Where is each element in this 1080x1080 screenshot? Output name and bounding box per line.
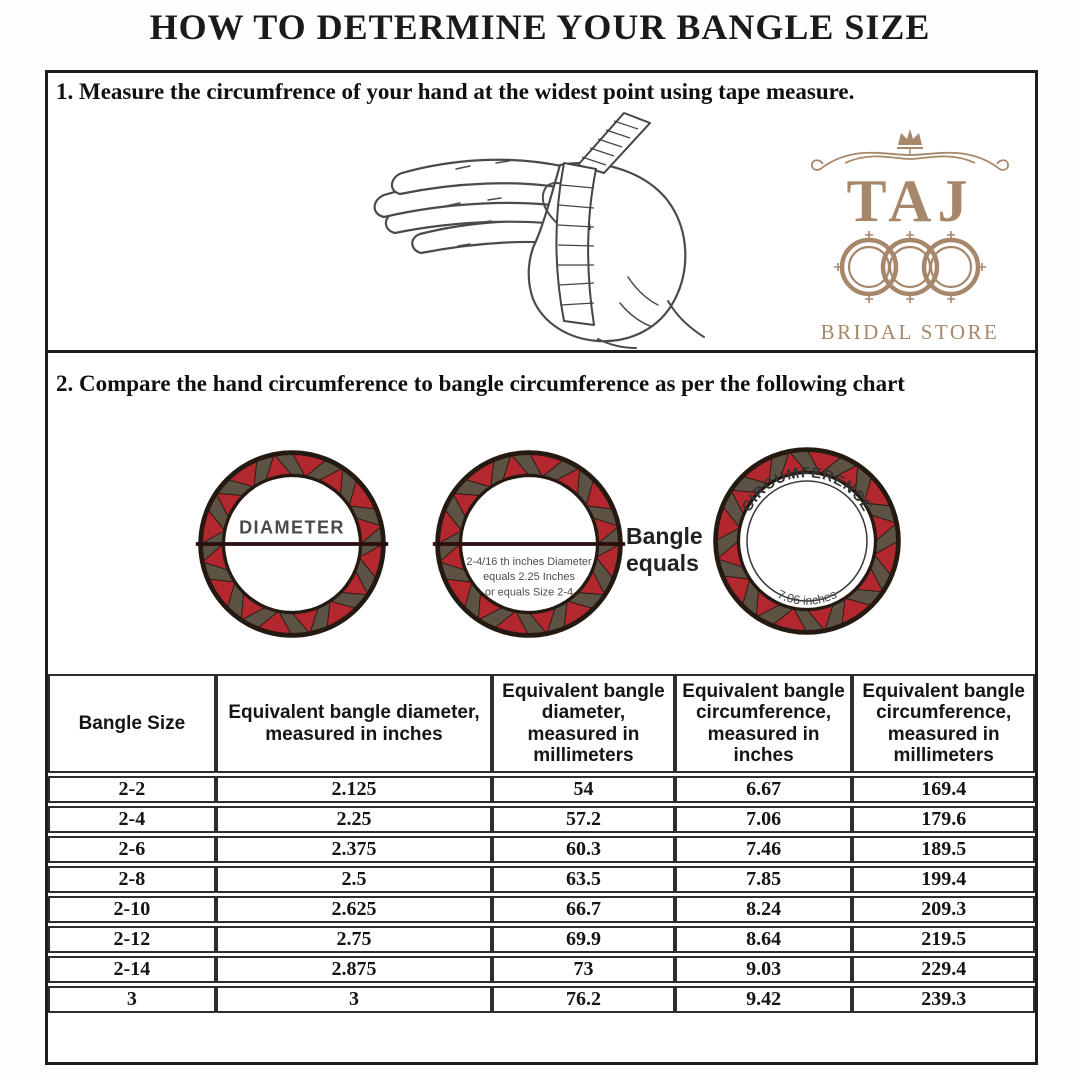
size-chart-header: Bangle Size Equivalent bangle diameter, … bbox=[48, 674, 1035, 774]
table-cell: 2.5 bbox=[215, 866, 493, 894]
table-cell: 189.5 bbox=[852, 836, 1035, 864]
tape-strip bbox=[577, 112, 651, 174]
table-cell: 60.3 bbox=[492, 836, 675, 864]
bangle-ring-pattern bbox=[435, 450, 623, 638]
column-header-bangle-size: Bangle Size bbox=[48, 674, 216, 774]
hand-shading bbox=[619, 276, 659, 327]
size-note-line2: equals 2.25 Inches bbox=[483, 571, 575, 583]
table-cell: 199.4 bbox=[852, 866, 1035, 894]
table-cell: 63.5 bbox=[492, 866, 675, 894]
table-cell: 169.4 bbox=[852, 776, 1035, 804]
logo-wordmark: TAJ bbox=[847, 168, 974, 234]
step1-section: 1. Measure the circumfrence of your hand… bbox=[45, 70, 1038, 353]
logo-subtitle: BRIDAL STORE bbox=[821, 320, 1000, 344]
column-header-circumference-mm: Equivalent bangle circumference, measure… bbox=[852, 674, 1035, 774]
table-cell: 57.2 bbox=[492, 806, 675, 834]
table-cell: 239.3 bbox=[852, 986, 1035, 1014]
tape-strip-ticks bbox=[581, 120, 639, 166]
index-finger bbox=[390, 158, 570, 196]
size-table-body: 2-2 2.125 54 6.67 169.4 2-4 2.25 57.2 7.06 179.6 2… bbox=[48, 776, 1035, 1014]
table-cell: 2-6 bbox=[48, 836, 216, 864]
three-rings-icon bbox=[834, 231, 986, 303]
table-cell: 8.64 bbox=[674, 926, 853, 954]
table-cell: 54 bbox=[492, 776, 675, 804]
table-cell: 229.4 bbox=[852, 956, 1035, 984]
table-cell: 8.24 bbox=[674, 896, 853, 924]
brand-logo: TAJ BRIDAL STORE bbox=[811, 129, 1009, 344]
table-cell: 69.9 bbox=[492, 926, 675, 954]
table-row: 2-6 2.375 60.3 7.46 189.5 bbox=[48, 836, 1035, 864]
table-row: 2-4 2.25 57.2 7.06 179.6 bbox=[48, 806, 1035, 834]
finger-creases bbox=[439, 160, 510, 247]
table-cell: 2-14 bbox=[48, 956, 216, 984]
table-cell: 3 bbox=[48, 986, 216, 1014]
table-row: 2-10 2.625 66.7 8.24 209.3 bbox=[48, 896, 1035, 924]
size-note-line1: 2-4/16 th inches Diameter bbox=[466, 556, 592, 568]
table-cell: 2-10 bbox=[48, 896, 216, 924]
table-cell: 179.6 bbox=[852, 806, 1035, 834]
table-cell: 2.75 bbox=[215, 926, 493, 954]
table-row: 2-12 2.75 69.9 8.64 219.5 bbox=[48, 926, 1035, 954]
table-cell: 7.85 bbox=[674, 866, 853, 894]
bangle-ring-pattern bbox=[198, 450, 386, 638]
wrist-line bbox=[597, 300, 705, 349]
circumference-value: 7.06 inches bbox=[775, 587, 839, 608]
column-header-diameter-inches: Equivalent bangle diameter, measured in … bbox=[215, 674, 493, 774]
bangle-ring-pattern bbox=[713, 447, 901, 635]
step2-section: 2. Compare the hand circumference to ban… bbox=[45, 350, 1038, 1065]
logo-flourish bbox=[811, 149, 1009, 171]
table-cell: 3 bbox=[215, 986, 493, 1014]
table-cell: 2-2 bbox=[48, 776, 216, 804]
table-cell: 66.7 bbox=[492, 896, 675, 924]
table-cell: 2-12 bbox=[48, 926, 216, 954]
table-cell: 6.67 bbox=[674, 776, 853, 804]
table-cell: 219.5 bbox=[852, 926, 1035, 954]
table-cell: 2.375 bbox=[215, 836, 493, 864]
step2-heading: 2. Compare the hand circumference to ban… bbox=[56, 371, 905, 396]
table-row: 2-8 2.5 63.5 7.85 199.4 bbox=[48, 866, 1035, 894]
page-title: HOW TO DETERMINE YOUR BANGLE SIZE bbox=[149, 7, 931, 47]
column-header-diameter-mm: Equivalent bangle diameter, measured in … bbox=[492, 674, 675, 774]
table-cell: 2.625 bbox=[215, 896, 493, 924]
diameter-label: DIAMETER bbox=[239, 518, 345, 538]
table-cell: 2-4 bbox=[48, 806, 216, 834]
table-cell: 9.03 bbox=[674, 956, 853, 984]
bangle-diagram-size-note: 2-4/16 th inches Diameter equals 2.25 In… bbox=[432, 450, 626, 638]
table-row: 2-2 2.125 54 6.67 169.4 bbox=[48, 776, 1035, 804]
column-header-circumference-inches: Equivalent bangle circumference, measure… bbox=[674, 674, 853, 774]
crown-icon bbox=[897, 129, 923, 149]
table-cell: 2.25 bbox=[215, 806, 493, 834]
table-row: 3 3 76.2 9.42 239.3 bbox=[48, 986, 1035, 1014]
palm bbox=[527, 161, 687, 343]
table-cell: 76.2 bbox=[492, 986, 675, 1014]
step1-heading: 1. Measure the circumfrence of your hand… bbox=[56, 79, 855, 104]
bangle-diagram-diameter: DIAMETER bbox=[195, 450, 389, 638]
table-cell: 73 bbox=[492, 956, 675, 984]
table-cell: 209.3 bbox=[852, 896, 1035, 924]
table-row: 2-14 2.875 73 9.03 229.4 bbox=[48, 956, 1035, 984]
bangle-equals-label: Bangle equals bbox=[626, 523, 746, 577]
table-cell: 2.125 bbox=[215, 776, 493, 804]
bangle-equals-line1: Bangle bbox=[626, 523, 703, 549]
table-cell: 7.06 bbox=[674, 806, 853, 834]
table-cell: 7.46 bbox=[674, 836, 853, 864]
bangle-equals-line2: equals bbox=[626, 550, 699, 576]
table-cell: 2.875 bbox=[215, 956, 493, 984]
inner-guide-circle bbox=[746, 480, 868, 602]
hand-tape-measure-illustration bbox=[373, 112, 705, 349]
size-note-line3: or equals Size 2-4 bbox=[485, 586, 573, 598]
table-cell: 2-8 bbox=[48, 866, 216, 894]
bangle-diagram-circumference: CIRCUMFERENCE 7.06 inches bbox=[713, 447, 901, 635]
size-chart-table: Bangle Size Equivalent bangle diameter, … bbox=[48, 671, 1035, 1016]
tape-band-ticks bbox=[557, 184, 595, 306]
table-cell: 9.42 bbox=[674, 986, 853, 1014]
